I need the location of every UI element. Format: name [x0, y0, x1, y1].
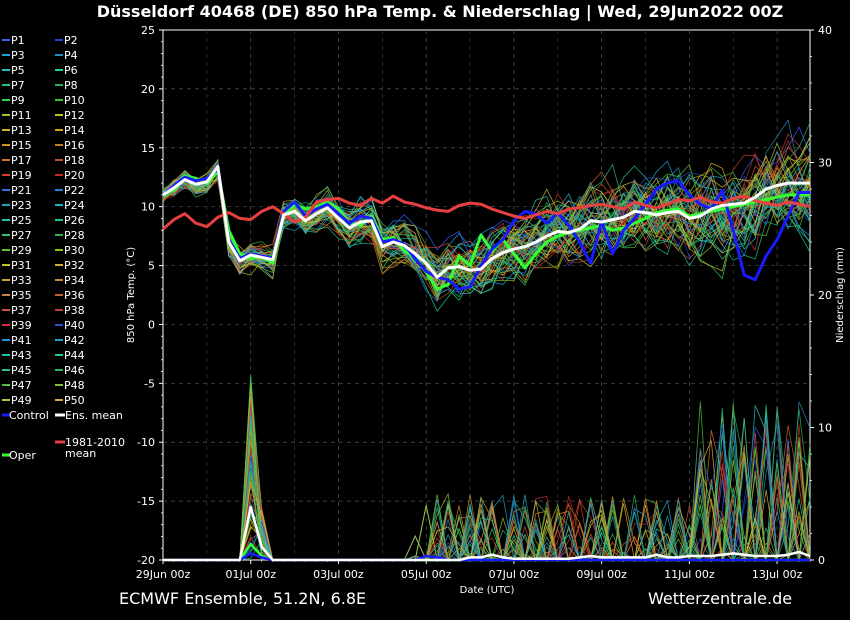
legend-label: P5 [11, 64, 25, 77]
x-tick-label: 11Jul 00z [664, 568, 715, 581]
legend-label: P49 [11, 394, 32, 407]
legend-label: P3 [11, 49, 25, 62]
legend-label-ens-mean: Ens. mean [65, 409, 123, 422]
y-tick-label: -15 [137, 495, 155, 508]
legend-label: P4 [64, 49, 78, 62]
legend-label: P16 [64, 139, 85, 152]
y-tick-label: 20 [141, 83, 155, 96]
legend-label: P18 [64, 154, 85, 167]
legend-label: P26 [64, 214, 85, 227]
legend-label: P41 [11, 334, 32, 347]
legend-label: P14 [64, 124, 85, 137]
legend-label: P25 [11, 214, 32, 227]
legend-label: P46 [64, 364, 85, 377]
legend-label: P21 [11, 184, 32, 197]
legend-label: P31 [11, 259, 32, 272]
x-tick-label: 03Jul 00z [313, 568, 364, 581]
legend-label: P42 [64, 334, 85, 347]
legend-label: P19 [11, 169, 32, 182]
legend-label: P50 [64, 394, 85, 407]
legend-label: P1 [11, 34, 25, 47]
legend-label: P40 [64, 319, 85, 332]
legend-label: P2 [64, 34, 78, 47]
x-axis-label: Date (UTC) [460, 585, 515, 596]
member-line [162, 165, 811, 286]
y2-tick-label: 0 [818, 554, 825, 567]
member-line [162, 170, 811, 294]
legend-label: P29 [11, 244, 32, 257]
legend-label: P47 [11, 379, 32, 392]
legend-label: P32 [64, 259, 85, 272]
legend-label: P11 [11, 109, 32, 122]
plot-area: 25 20 15 10 5 0 -5 -10 -15 -20 40 30 20 10 0 29Jun 00z 0… [136, 24, 832, 581]
member-line [162, 146, 811, 263]
legend-label: P27 [11, 229, 32, 242]
series-line [162, 165, 810, 279]
legend-label: P38 [64, 304, 85, 317]
legend-label: P12 [64, 109, 85, 122]
legend-label: P13 [11, 124, 32, 137]
legend: P1 P2 P3 P4 P5 P6 P7 P8 P9 P10 P11 P12 P13 P14 P15 P16 P… [2, 34, 125, 462]
y-tick-label: 5 [148, 260, 155, 273]
y-axis-label: 850 hPa Temp. (°C) [126, 247, 137, 343]
legend-label: P35 [11, 289, 32, 302]
legend-label: P36 [64, 289, 85, 302]
y2-axis-label: Niederschlag (mm) [835, 247, 846, 343]
x-tick-label: 07Jul 00z [489, 568, 540, 581]
x-tick-label: 13Jul 00z [752, 568, 803, 581]
legend-label-climatology: 1981-2010 mean [65, 436, 125, 460]
footer-source: ECMWF Ensemble, 51.2N, 6.8E [119, 589, 366, 608]
legend-label: P22 [64, 184, 85, 197]
legend-label: P33 [11, 274, 32, 287]
legend-label: P34 [64, 274, 85, 287]
x-tick-label: 05Jul 00z [401, 568, 452, 581]
y2-tick-label: 20 [818, 289, 832, 302]
legend-label: P30 [64, 244, 85, 257]
y-tick-label: -10 [137, 436, 155, 449]
y-tick-label: -5 [144, 377, 155, 390]
member-line [162, 169, 811, 301]
legend-label: P37 [11, 304, 32, 317]
series-line [162, 194, 811, 231]
legend-label: P10 [64, 94, 85, 107]
y-tick-label: 15 [141, 142, 155, 155]
chart-title: Düsseldorf 40468 (DE) 850 hPa Temp. & Ni… [97, 2, 784, 22]
legend-label: P23 [11, 199, 32, 212]
legend-label-control: Control [9, 409, 49, 422]
legend-label: P7 [11, 79, 25, 92]
legend-label: P43 [11, 349, 32, 362]
precip-series-line [163, 505, 811, 562]
y2-tick-label: 10 [818, 422, 832, 435]
legend-label: P6 [64, 64, 78, 77]
y2-tick-label: 30 [818, 157, 832, 170]
legend-label: P8 [64, 79, 78, 92]
legend-label-oper: Oper [9, 449, 36, 462]
y-tick-label: 25 [141, 24, 155, 37]
legend-label: P44 [64, 349, 85, 362]
y-tick-label: 10 [141, 201, 155, 214]
x-tick-label: 29Jun 00z [136, 568, 191, 581]
legend-label: P28 [64, 229, 85, 242]
legend-label: P9 [11, 94, 25, 107]
legend-label: P17 [11, 154, 32, 167]
x-tick-label: 09Jul 00z [576, 568, 627, 581]
footer-site: Wetterzentrale.de [648, 589, 792, 608]
legend-label: P15 [11, 139, 32, 152]
legend-label: P24 [64, 199, 85, 212]
legend-label: P48 [64, 379, 85, 392]
y-tick-label: -20 [137, 554, 155, 567]
legend-label: P20 [64, 169, 85, 182]
x-tick-label: 01Jul 00z [225, 568, 276, 581]
y2-tick-label: 40 [818, 24, 832, 37]
y-tick-label: 0 [148, 318, 155, 331]
legend-label: P39 [11, 319, 32, 332]
legend-label: P45 [11, 364, 32, 377]
